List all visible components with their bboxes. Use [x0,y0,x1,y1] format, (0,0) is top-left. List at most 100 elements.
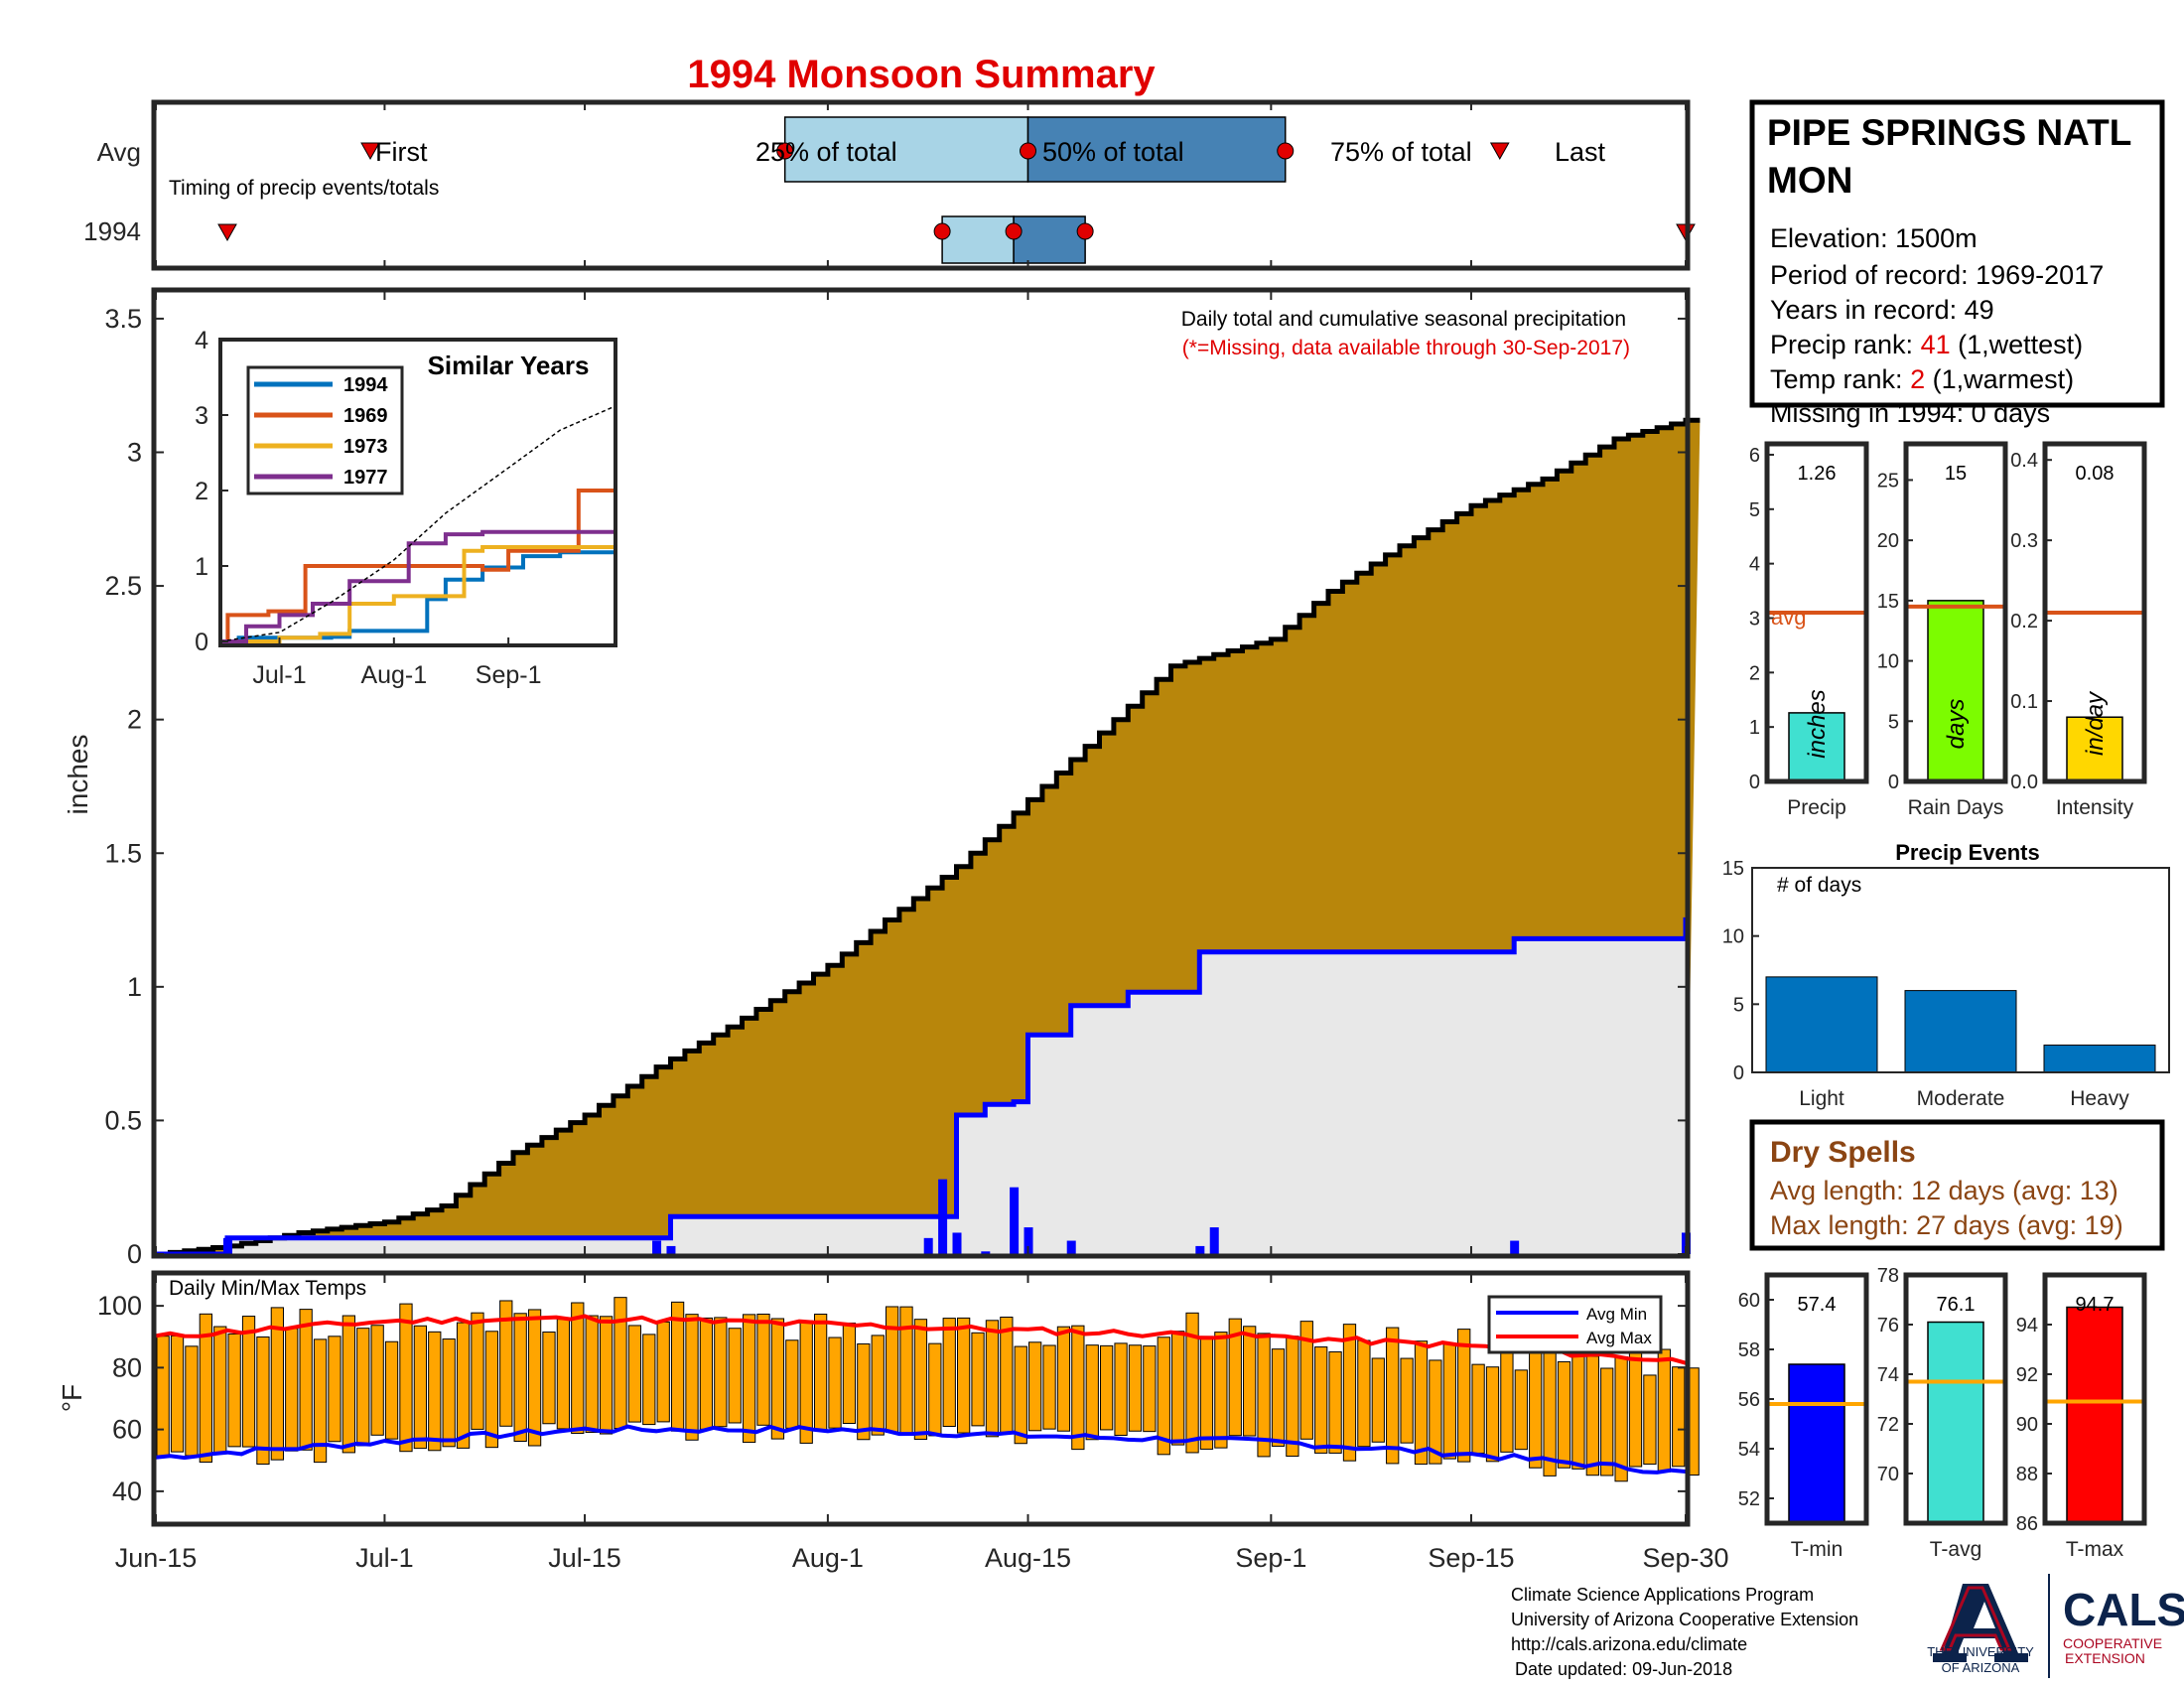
avg-first-marker [360,142,380,161]
inset-legend-label: 1969 [343,405,388,427]
current-25-50-band [941,215,1015,264]
precip-chart-tick-label: 5 [1749,499,1760,521]
daily-temp-bar [1128,1344,1143,1432]
avg-min-line [155,1424,1687,1475]
info-period: Period of record: 1969-2017 [1770,260,2104,290]
chart-title: 1994 Monsoon Summary [687,53,1156,96]
ua-logo-line1: THE UNIVERSITY [1927,1644,2034,1659]
daily-temp-bar [285,1328,299,1452]
daily-temp-bar [384,1340,399,1440]
footer: Climate Science Applications Program Uni… [1511,1585,1858,1679]
tmax-chart-tick-label: 88 [2016,1464,2038,1485]
tmin-chart-tick-label: 54 [1738,1439,1760,1461]
events-y-tick-label: 15 [1722,858,1744,880]
x-tick-label: Sep-1 [1235,1543,1306,1573]
daily-temp-bar [699,1317,714,1430]
current-p50-marker [1005,222,1023,240]
temp-y-tick-label: 80 [112,1352,142,1382]
daily-temp-bar [1100,1344,1114,1431]
daily-temp-bar [1386,1327,1400,1465]
daily-temp-bar [1228,1318,1242,1437]
events-bar-moderate [1904,990,2017,1073]
intensity-chart-tick-label: 0.0 [2010,772,2038,793]
rain-days-chart-tick-label: 5 [1888,711,1899,733]
daily-temp-bar [299,1309,313,1451]
dry-spells-title: Dry Spells [1770,1136,1916,1169]
daily-precip-bar [666,1245,676,1254]
daily-temp-bar [456,1322,471,1449]
daily-temp-bar [1114,1342,1128,1437]
timing-panel: Avg 1994 Timing of precip events/totals … [83,99,1696,271]
inset-ticks: 0 1 2 3 4 Jul-1 Aug-1 Sep-1 [195,327,541,689]
daily-precip-bar [1024,1227,1033,1254]
avg-p25-marker [776,142,794,160]
rain-days-chart: 0 5 10 15 20 25 15 days Rain Days [1877,441,2008,819]
daily-temp-bar [1028,1341,1042,1432]
temp-legend-box [1487,1295,1663,1354]
precip-y-tick-label: 0.5 [104,1105,142,1135]
daily-temp-bar [1014,1345,1027,1445]
inset-average-line [219,405,616,642]
precip-chart-unit: inches [1804,689,1831,758]
timing-row-avg: Avg [97,137,141,167]
daily-temp-bar [542,1332,556,1425]
daily-temp-bar [1571,1344,1585,1470]
daily-temp-bar [685,1314,699,1441]
daily-temp-bar [1071,1325,1085,1451]
daily-temp-bar [1514,1369,1528,1451]
daily-temp-bar [1286,1336,1299,1458]
cals-logo-text: CALS [2063,1584,2184,1635]
daily-temp-bar [813,1314,828,1432]
inset-plot [219,405,617,643]
daily-precip-bar [1209,1227,1219,1254]
temp-legend: Avg Min Avg Max [1487,1295,1663,1354]
daily-temp-bar [642,1334,656,1426]
precip-chart-tick-label: 2 [1749,662,1760,684]
ua-logo-line2: OF ARIZONA [1942,1660,2020,1675]
daily-temp-bar [270,1307,284,1461]
tavg-chart-frame [1903,1272,2008,1526]
inset-legend-label: 1977 [343,467,388,489]
daily-temp-bar [885,1306,899,1433]
events-bar-heavy [2043,1045,2156,1073]
precip-chart-tick-label: 3 [1749,608,1760,630]
dry-spells-max: Max length: 27 days (avg: 19) [1770,1210,2123,1240]
daily-temp-bar [527,1309,542,1447]
inset-series-1973 [220,543,617,643]
daily-temp-bar [942,1318,956,1428]
daily-temp-bar [728,1328,742,1424]
tmax-chart-value: 94.7 [2076,1294,2115,1316]
avg-p75-marker [1277,142,1295,160]
daily-precip-bar [223,1237,233,1254]
tmin-chart-tick-label: 58 [1738,1339,1760,1361]
inset-legend-items: 1994 1969 1973 1977 [254,374,388,489]
daily-temp-bar [1557,1360,1571,1469]
inset-x-tick-label: Sep-1 [476,661,542,689]
daily-temp-bar [614,1297,627,1430]
info-temp-rank: Temp rank: 2 (1,warmest) [1770,364,2074,394]
precip-chart-avg-label: avg [1771,605,1806,630]
intensity-chart-value: 0.08 [2076,463,2115,485]
daily-temp-bar [828,1336,842,1429]
tmin-chart-tick-label: 60 [1738,1290,1760,1312]
tavg-chart-category: T-avg [1930,1538,1982,1561]
daily-temp-bar [1243,1326,1257,1437]
daily-temp-bar [913,1319,928,1441]
x-axis-ticks: Jun-15 Jul-1 Jul-15 Aug-1 Aug-15 Sep-1 Sep-15 S… [115,102,1729,1573]
x-tick-label: Jul-15 [548,1543,621,1573]
intensity-chart-category: Intensity [2056,796,2134,819]
footer-line2: University of Arizona Cooperative Extens… [1511,1610,1858,1629]
precip-chart-value: 1.26 [1798,463,1837,485]
daily-temp-bar [484,1331,499,1449]
info-elevation: Elevation: 1500m [1770,223,1978,253]
tmax-chart-category: T-max [2066,1538,2124,1561]
precip-y-tick-label: 3.5 [104,304,142,334]
tavg-chart-value: 76.1 [1937,1294,1976,1316]
missing-note: (*=Missing, data available through 30-Se… [1182,337,1630,359]
tmax-chart: 86 88 90 92 94 94.7 T-max [2016,1272,2147,1561]
x-tick-label: Jun-15 [115,1543,198,1573]
rain-days-chart-frame [1903,441,2008,784]
daily-temp-bar [413,1325,428,1450]
temp-y-tick-label: 100 [97,1291,142,1321]
